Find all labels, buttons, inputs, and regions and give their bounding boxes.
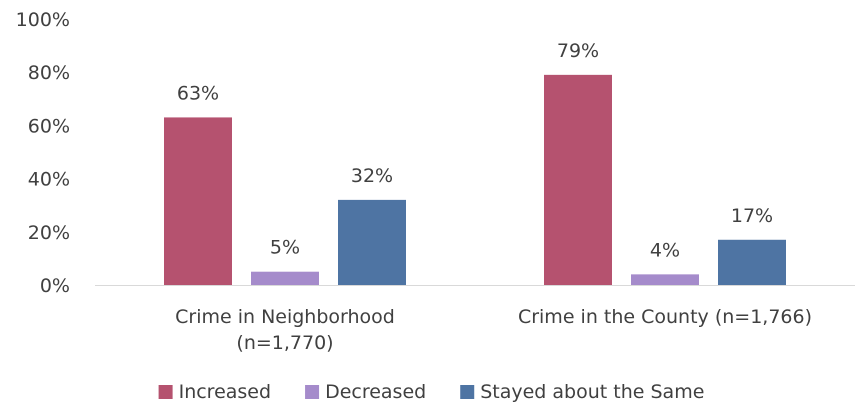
legend-label: Stayed about the Same [480,381,704,403]
bar-stayed-about-the-same [718,239,786,285]
bar-increased [544,74,612,285]
data-label: 63% [177,82,219,104]
data-label: 5% [270,237,300,259]
legend-swatch [305,385,320,399]
bar-decreased [631,274,699,285]
bar-stayed-about-the-same [338,199,406,285]
y-tick-label: 0% [40,275,70,297]
legend-swatch [460,385,475,399]
category-label: Crime in Neighborhood (n=1,770) [175,306,395,354]
legend-item-increased: Increased [158,381,271,403]
legend-item-decreased: Decreased [305,381,426,403]
y-tick-label: 100% [16,9,70,31]
data-label: 32% [351,165,393,187]
category-label: Crime in the County (n=1,766) [518,306,812,328]
data-label: 17% [731,205,773,227]
legend-item-stayed-about-the-same: Stayed about the Same [460,381,704,403]
y-tick-label: 80% [28,62,70,84]
legend: Increased Decreased Stayed about the Same [158,381,704,403]
data-label: 79% [557,40,599,62]
legend-label: Increased [179,381,271,403]
data-labels: 63% 5% 32% 79% 4% 17% [177,40,773,261]
legend-swatch [158,385,173,399]
bars [164,74,786,285]
bar-increased [164,117,232,285]
bar-decreased [251,271,319,285]
y-tick-label: 40% [28,169,70,191]
legend-label: Decreased [325,381,426,403]
y-axis-ticks: 0% 20% 40% 60% 80% 100% [16,9,70,297]
y-tick-label: 20% [28,222,70,244]
category-labels: Crime in Neighborhood (n=1,770) Crime in t… [175,306,812,354]
y-tick-label: 60% [28,115,70,137]
data-label: 4% [650,239,680,261]
